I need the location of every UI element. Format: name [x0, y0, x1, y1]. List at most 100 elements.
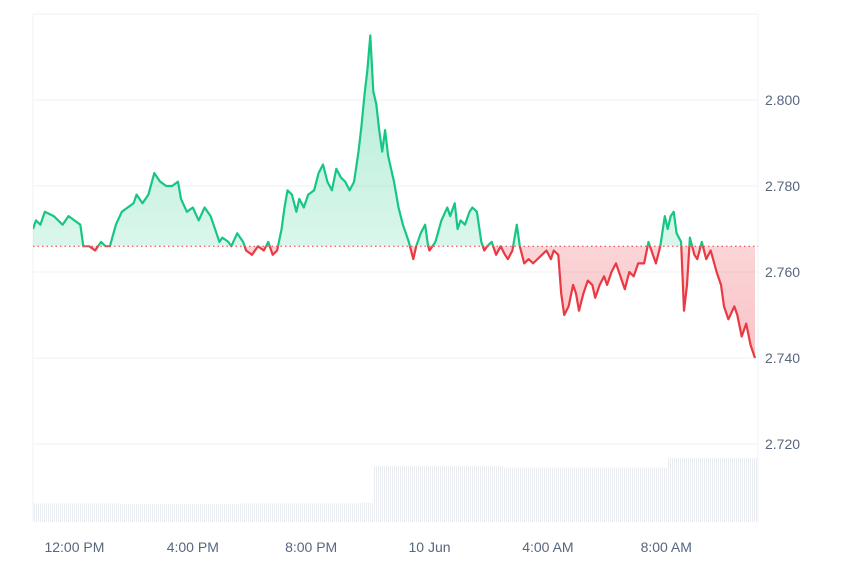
volume-bar — [278, 503, 279, 522]
price-point — [413, 259, 414, 260]
price-point — [519, 246, 520, 247]
volume-bar — [528, 467, 529, 522]
volume-bar — [80, 503, 81, 522]
price-point — [373, 91, 374, 92]
volume-bar — [618, 467, 619, 522]
volume-bar — [314, 503, 315, 522]
price-point — [231, 246, 232, 247]
volume-bar — [242, 503, 243, 522]
price-point — [447, 207, 448, 208]
volume-bar — [50, 503, 51, 522]
volume-bar — [704, 458, 705, 522]
price-point — [210, 216, 211, 217]
price-point — [148, 194, 149, 195]
volume-bar — [300, 503, 301, 522]
volume-bar — [328, 503, 329, 522]
price-point — [720, 284, 721, 285]
volume-bar — [312, 503, 313, 522]
volume-bar — [580, 467, 581, 522]
price-point — [655, 263, 656, 264]
volume-bar — [246, 503, 247, 522]
volume-bar — [176, 504, 177, 522]
volume-bar — [262, 503, 263, 522]
price-point — [121, 211, 122, 212]
volume-bar — [506, 467, 507, 522]
x-tick-label: 8:00 AM — [641, 539, 692, 555]
volume-bar — [164, 504, 165, 522]
volume-bar — [138, 504, 139, 522]
volume-bar — [74, 503, 75, 522]
price-point — [44, 211, 45, 212]
price-line-up — [33, 34, 705, 247]
volume-bar — [524, 467, 525, 522]
volume-bar — [606, 467, 607, 522]
price-point — [35, 220, 36, 221]
price-point — [364, 95, 365, 96]
price-point — [734, 306, 735, 307]
price-point — [558, 254, 559, 255]
volume-bar — [434, 466, 435, 522]
price-point — [469, 211, 470, 212]
price-area — [33, 35, 758, 358]
volume-bar — [56, 503, 57, 522]
volume-bar — [36, 503, 37, 522]
volume-bar — [66, 503, 67, 522]
volume-bar — [562, 467, 563, 522]
volume-bar — [560, 467, 561, 522]
y-tick-label: 2.800 — [765, 92, 800, 108]
price-point — [500, 246, 501, 247]
price-point — [32, 228, 33, 229]
volume-bar — [726, 458, 727, 522]
price-point — [673, 211, 674, 212]
price-point — [429, 250, 430, 251]
volume-bar — [430, 466, 431, 522]
volume-bar — [420, 466, 421, 522]
volume-bar — [96, 503, 97, 522]
price-point — [109, 246, 110, 247]
volume-bar — [44, 503, 45, 522]
volume-bar — [642, 467, 643, 522]
volume-bar — [526, 467, 527, 522]
price-point — [127, 207, 128, 208]
price-point — [496, 254, 497, 255]
price-point — [382, 151, 383, 152]
price-point — [629, 271, 630, 272]
volume-bar — [356, 503, 357, 522]
volume-bar — [92, 503, 93, 522]
volume-bar — [118, 503, 119, 522]
grid — [32, 13, 759, 522]
volume-bar — [696, 458, 697, 522]
volume-bar — [208, 504, 209, 522]
price-point — [331, 190, 332, 191]
volume-bar — [566, 467, 567, 522]
volume-bar — [666, 467, 667, 522]
volume-bar — [588, 467, 589, 522]
price-point — [40, 224, 41, 225]
volume-bar — [146, 504, 147, 522]
volume-bar — [192, 504, 193, 522]
volume-bar — [538, 467, 539, 522]
volume-bar — [722, 458, 723, 522]
price-point — [237, 233, 238, 234]
volume-bar — [468, 466, 469, 522]
volume-bar — [128, 504, 129, 522]
volume-bar — [752, 458, 753, 522]
volume-bar — [684, 458, 685, 522]
volume-bar — [346, 503, 347, 522]
volume-bar — [266, 503, 267, 522]
volume-bar — [648, 467, 649, 522]
price-point — [507, 259, 508, 260]
x-tick-label: 12:00 PM — [44, 539, 104, 555]
volume-bar — [276, 503, 277, 522]
volume-bar — [740, 458, 741, 522]
volume-bar — [196, 504, 197, 522]
price-point — [667, 228, 668, 229]
volume-bar — [442, 466, 443, 522]
price-point — [484, 250, 485, 251]
volume-bar — [572, 467, 573, 522]
price-point — [624, 289, 625, 290]
price-point — [728, 319, 729, 320]
volume-bar — [134, 504, 135, 522]
price-point — [385, 130, 386, 131]
volume-bar — [522, 467, 523, 522]
